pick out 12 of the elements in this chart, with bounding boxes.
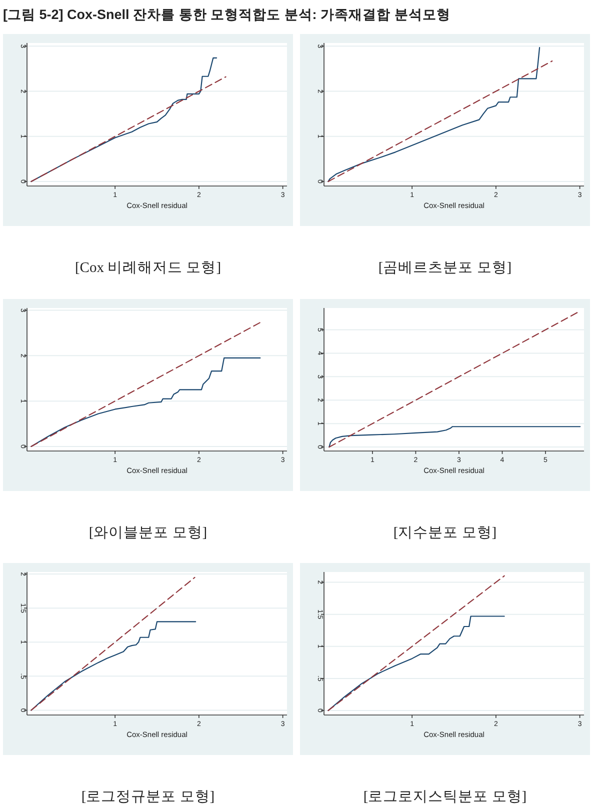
text: [지수분포 모형]	[393, 525, 497, 541]
line-series	[30, 357, 261, 448]
text: [곰베르츠분포 모형]	[378, 260, 512, 276]
text: [로그로지스틱분포 모형]	[363, 789, 527, 805]
line-series	[30, 621, 196, 711]
text: [Cox 비례해저드 모형]	[74, 260, 222, 276]
text: [와이블분포 모형]	[88, 525, 208, 541]
text: [로그정규분포 모형]	[81, 789, 215, 805]
line-series	[328, 426, 581, 448]
line-series	[328, 616, 505, 712]
text: [그림 5-2] Cox-Snell 잔차를 통한 모형적합도 분석: 가족재결합 분석모형	[3, 7, 450, 22]
line-series	[30, 57, 218, 182]
